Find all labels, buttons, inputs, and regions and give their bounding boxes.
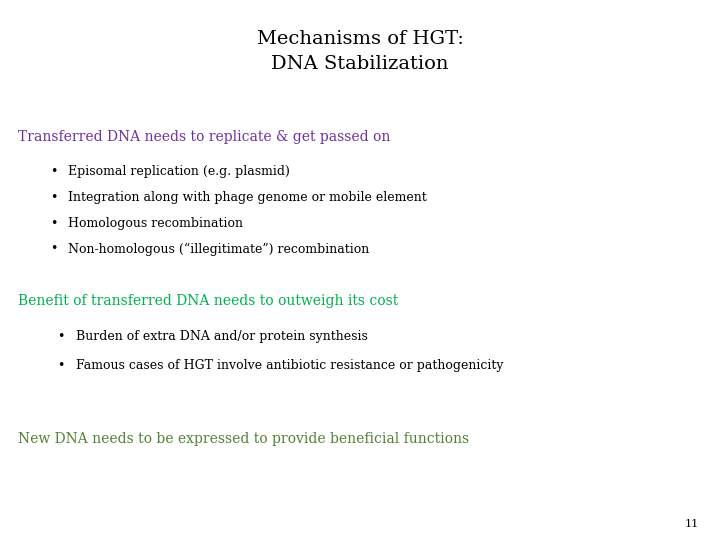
Text: Mechanisms of HGT:
DNA Stabilization: Mechanisms of HGT: DNA Stabilization bbox=[256, 30, 464, 73]
Text: Famous cases of HGT involve antibiotic resistance or pathogenicity: Famous cases of HGT involve antibiotic r… bbox=[76, 359, 503, 372]
Text: •: • bbox=[50, 217, 58, 230]
Text: •: • bbox=[50, 165, 58, 178]
Text: Episomal replication (e.g. plasmid): Episomal replication (e.g. plasmid) bbox=[68, 165, 290, 178]
Text: Benefit of transferred DNA needs to outweigh its cost: Benefit of transferred DNA needs to outw… bbox=[18, 294, 398, 308]
Text: •: • bbox=[58, 330, 65, 343]
Text: Burden of extra DNA and/or protein synthesis: Burden of extra DNA and/or protein synth… bbox=[76, 330, 367, 343]
Text: Integration along with phage genome or mobile element: Integration along with phage genome or m… bbox=[68, 191, 427, 204]
Text: 11: 11 bbox=[684, 519, 698, 529]
Text: New DNA needs to be expressed to provide beneficial functions: New DNA needs to be expressed to provide… bbox=[18, 432, 469, 446]
Text: Transferred DNA needs to replicate & get passed on: Transferred DNA needs to replicate & get… bbox=[18, 130, 390, 144]
Text: •: • bbox=[50, 191, 58, 204]
Text: •: • bbox=[50, 242, 58, 255]
Text: •: • bbox=[58, 359, 65, 372]
Text: Homologous recombination: Homologous recombination bbox=[68, 217, 243, 230]
Text: Non-homologous (“illegitimate”) recombination: Non-homologous (“illegitimate”) recombin… bbox=[68, 242, 369, 256]
